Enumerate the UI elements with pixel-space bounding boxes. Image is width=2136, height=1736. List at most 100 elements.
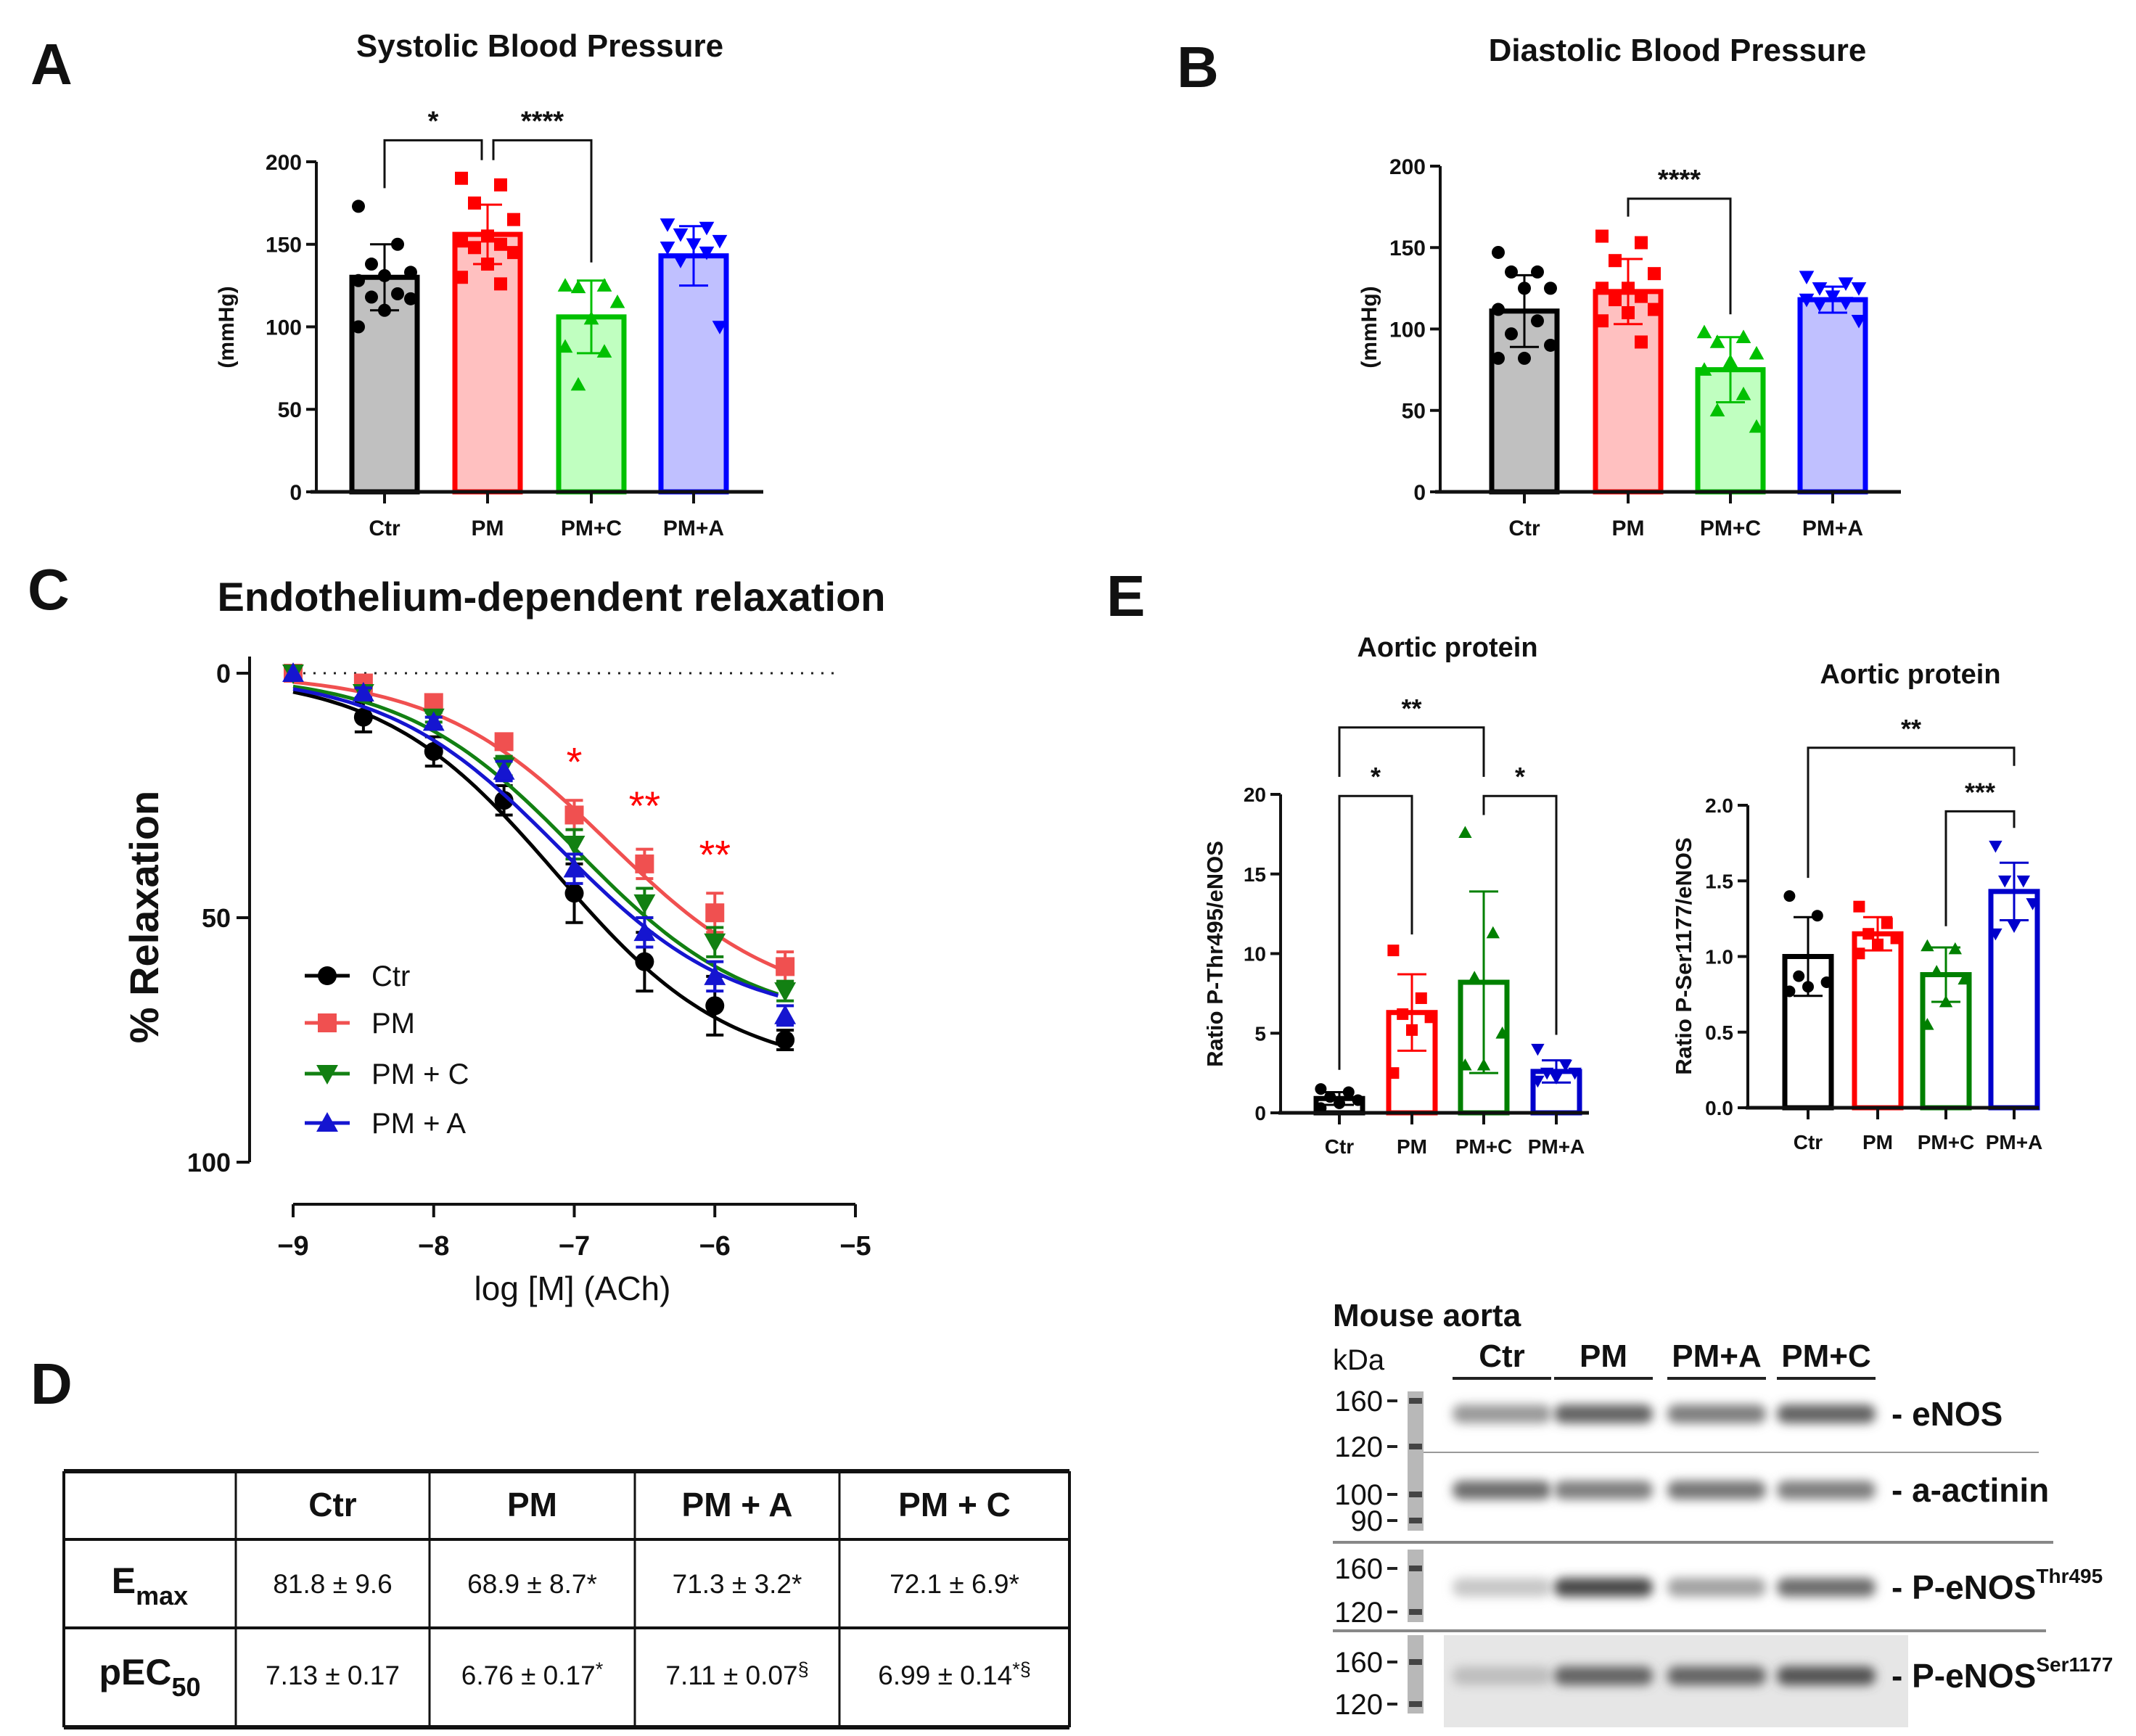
ladder-marker-label: 160	[1334, 1553, 1383, 1585]
x-tick-label: −5	[839, 1231, 871, 1262]
charts: Systolic Blood Pressure (mmHg) Ctr PM PM+C PM…	[121, 28, 2042, 1307]
data-point	[2026, 898, 2040, 910]
row-label-subscript: 50	[171, 1672, 200, 1702]
data-point	[774, 1004, 797, 1024]
data-point	[1709, 334, 1725, 348]
data-point	[1749, 419, 1765, 433]
cell-value: 68.9 ± 8.7	[467, 1569, 586, 1599]
data-point	[1851, 314, 1867, 329]
data-point	[391, 287, 404, 300]
data-point	[1793, 970, 1805, 982]
x-tick-label: PM+C	[1700, 517, 1761, 540]
table-header: PM + C	[898, 1486, 1011, 1523]
ladder-band	[1409, 1566, 1422, 1571]
data-point	[1609, 293, 1622, 307]
band-label-superscript: Thr495	[2036, 1565, 2103, 1587]
bar-pm-plus-a	[1797, 297, 1868, 495]
x-tick-label: −9	[277, 1231, 308, 1262]
data-point	[1921, 1018, 1934, 1030]
band-label: - eNOS	[1891, 1395, 2002, 1433]
chart-title: Aortic protein	[1357, 633, 1537, 663]
data-point	[774, 982, 797, 1003]
cell-value: 71.3 ± 3.2	[673, 1569, 792, 1599]
data-point	[712, 321, 728, 334]
data-point	[563, 857, 586, 878]
lane-label: PM+A	[1672, 1338, 1761, 1374]
data-point	[1921, 939, 1934, 952]
data-point	[1531, 1043, 1545, 1056]
data-point	[609, 295, 625, 308]
data-point	[570, 279, 586, 294]
y-tick-label: 0.0	[1705, 1097, 1733, 1119]
significance-label: ****	[521, 106, 564, 136]
data-point	[1531, 1075, 1545, 1088]
data-point	[424, 741, 443, 761]
data-point	[1696, 362, 1712, 376]
table-cell: 7.13 ± 0.17	[266, 1661, 400, 1690]
y-tick-label: 1.5	[1705, 870, 1733, 892]
data-point	[1696, 324, 1712, 339]
y-axis-label: (mmHg)	[215, 286, 239, 368]
data-point	[776, 1030, 795, 1050]
significance-label: *	[428, 106, 439, 136]
x-tick-label: Ctr	[1794, 1131, 1823, 1153]
y-axis-label: (mmHg)	[1357, 286, 1381, 368]
ladder-band	[1409, 1492, 1422, 1497]
kda-label: kDa	[1333, 1344, 1385, 1376]
data-point	[660, 218, 675, 232]
data-point	[1324, 1091, 1336, 1103]
table-cell: 71.3 ± 3.2*	[673, 1569, 802, 1599]
band-label-text: - a-actinin	[1891, 1471, 2049, 1509]
y-axis-label: Ratio P-Ser1177/eNOS	[1671, 837, 1696, 1074]
chart-title: Systolic Blood Pressure	[356, 28, 723, 64]
data-point	[1492, 303, 1505, 316]
lane-label: PM+C	[1781, 1338, 1870, 1374]
data-point	[353, 707, 373, 727]
significance-label: ****	[1658, 165, 1701, 195]
protein-band	[1667, 1666, 1766, 1685]
fit-curve	[292, 684, 779, 996]
data-point	[1851, 282, 1867, 296]
row-label-main: pEC	[99, 1652, 171, 1692]
data-point	[1315, 1083, 1327, 1095]
data-point	[1799, 271, 1815, 285]
series-pm-plus-a	[282, 662, 797, 1027]
data-point	[704, 933, 726, 953]
legend-entry: Ctr	[305, 960, 410, 992]
table-cell: 68.9 ± 8.7*	[467, 1569, 597, 1599]
data-point	[1635, 236, 1648, 250]
legend-label: Ctr	[371, 960, 410, 992]
data-point	[494, 178, 507, 192]
data-point	[1812, 298, 1828, 313]
x-tick-label: PM+C	[1455, 1135, 1513, 1158]
significance-label: *	[1371, 762, 1381, 791]
data-point	[633, 894, 656, 914]
data-point	[352, 682, 374, 702]
band-label: - a-actinin	[1891, 1471, 2049, 1509]
data-point	[468, 196, 481, 210]
ladder-band	[1409, 1398, 1422, 1404]
x-tick-label: PM+A	[1986, 1131, 2043, 1153]
table-row-label: Emax	[112, 1560, 188, 1610]
significance-label: **	[1901, 714, 1921, 744]
significance-label: *	[567, 739, 583, 784]
data-point	[1648, 303, 1661, 316]
data-point	[1495, 1027, 1509, 1039]
y-tick-label: 1.0	[1705, 946, 1733, 968]
cell-value: 72.1 ± 6.9	[890, 1569, 1009, 1599]
ladder-marker-label: 100	[1334, 1479, 1383, 1511]
data-point	[704, 965, 726, 985]
data-point	[494, 237, 507, 251]
data-point	[1531, 314, 1544, 328]
data-point	[1505, 265, 1518, 279]
y-tick-label: 200	[266, 151, 302, 175]
protein-band	[1453, 1578, 1551, 1597]
bar-chart-b: Diastolic Blood Pressure (mmHg) Ctr PM PM+C P…	[1357, 33, 1901, 540]
x-tick-label: PM	[1397, 1135, 1427, 1158]
data-point	[352, 273, 365, 287]
significance-bracket	[383, 139, 483, 189]
protein-band	[1777, 1481, 1876, 1500]
cell-value: 7.11 ± 0.07	[665, 1661, 797, 1690]
lane-label: Ctr	[1479, 1338, 1525, 1374]
